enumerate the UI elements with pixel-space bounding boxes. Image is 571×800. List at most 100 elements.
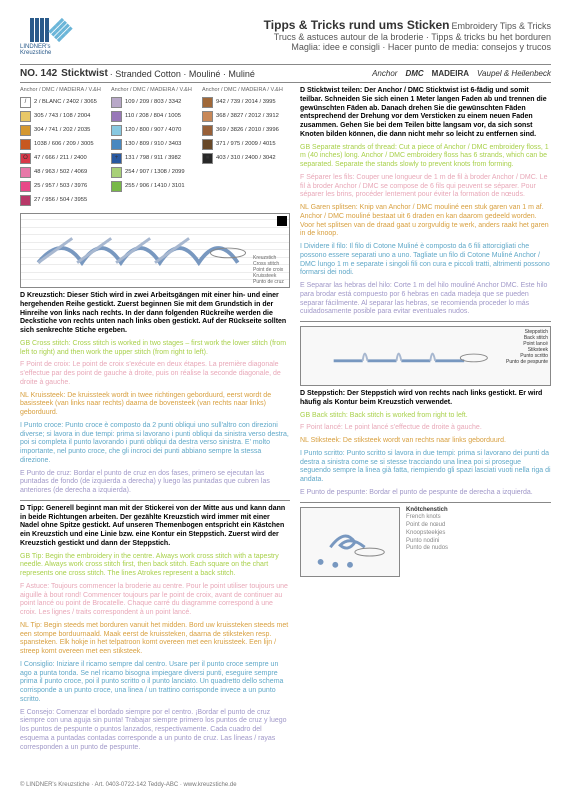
brand-vh: Vaupel & Heilenbeck (477, 69, 551, 78)
color-code: 403 / 310 / 2400 / 3042 (216, 155, 276, 161)
logo-text: LINDNER's Kreuzstiche (20, 44, 80, 56)
color-code: 254 / 907 / 1308 / 2099 (125, 169, 185, 175)
color-swatch (20, 181, 31, 192)
kreuzstich-nl: NL Kruissteek: De kruissteek wordt in tw… (20, 392, 290, 418)
brand-dmc: DMC (405, 69, 423, 78)
kreuzstich-gb: GB Cross stitch: Cross stitch is worked … (20, 340, 290, 358)
color-code: 120 / 800 / 907 / 4070 (125, 127, 181, 133)
cross-stitch-caption: Kreuzstich Cross stitch Point de croix K… (253, 255, 291, 285)
header: LINDNER's Kreuzstiche Tipps & Tricks run… (20, 18, 551, 56)
color-header: Anchor / DMC / MADEIRA / V.&H (111, 87, 199, 93)
kreuzstich-d: D Kreuzstich: Dieser Stich wird in zwei … (20, 292, 290, 336)
color-code: 368 / 3827 / 2012 / 3912 (216, 113, 279, 119)
pattern-name-translations: · Stranded Cotton · Mouliné · Muliné (110, 69, 255, 79)
subtitle-1: Trucs & astuces autour de la broderie · … (80, 32, 551, 42)
color-code: 48 / 963 / 502 / 4069 (34, 169, 87, 175)
color-row: 304 / 741 / 202 / 2035 (20, 123, 108, 137)
color-code: 1038 / 606 / 209 / 3005 (34, 141, 94, 147)
footer: © LINDNER's Kreuzstiche · Art. 0403-0722… (20, 782, 237, 788)
color-code: 110 / 208 / 804 / 1005 (125, 113, 181, 119)
color-row: 110 / 208 / 804 / 1005 (111, 109, 199, 123)
tipp-e: E Consejo: Comenzar el bordado siempre p… (20, 709, 290, 753)
color-row: 25 / 957 / 503 / 3976 (20, 179, 108, 193)
subtitle-2: Maglia: idee e consigli · Hacer punto de… (80, 42, 551, 52)
steppstich-d: D Steppstich: Der Steppstich wird von re… (300, 390, 551, 408)
color-swatch (202, 139, 213, 150)
color-row: O47 / 666 / 211 / 2400 (20, 151, 108, 165)
steppstich-gb: GB Back stitch: Back stitch is worked fr… (300, 412, 551, 421)
color-code: 25 / 957 / 503 / 3976 (34, 183, 87, 189)
color-swatch (111, 111, 122, 122)
color-row: 130 / 809 / 910 / 3403 (111, 137, 199, 151)
knot-labels: French knots Point de nœud Knoopsteekjes… (406, 514, 448, 553)
color-swatch (20, 139, 31, 150)
steppstich-i: I Punto scritto: Punto scritto si lavora… (300, 450, 551, 485)
kreuzstich-i: I Punto croce: Punto croce è composto da… (20, 422, 290, 466)
color-code: 109 / 209 / 803 / 3342 (125, 99, 181, 105)
color-row: /2 / BLANC / 2402 / 3065 (20, 95, 108, 109)
color-swatch (111, 97, 122, 108)
color-row: 254 / 907 / 1308 / 2099 (111, 165, 199, 179)
color-row: 120 / 800 / 907 / 4070 (111, 123, 199, 137)
title-main2: Embroidery Tips & Tricks (451, 21, 551, 31)
color-swatch: O (20, 153, 31, 164)
tipp-gb: GB Tip: Begin the embroidery in the cent… (20, 553, 290, 579)
color-swatch (20, 195, 31, 206)
pattern-name: Sticktwist (61, 68, 108, 79)
color-swatch (202, 125, 213, 136)
tipp-nl: NL Tip: Begin steeds met borduren vanuit… (20, 622, 290, 657)
steppstich-e: E Punto de pespunte: Bordar el punto de … (300, 489, 551, 498)
color-code: 130 / 809 / 910 / 3403 (125, 141, 181, 147)
color-row: 27 / 956 / 504 / 3955 (20, 193, 108, 207)
number-line: NO. 142 Sticktwist · Stranded Cotton · M… (20, 64, 551, 83)
color-row: 1038 / 606 / 209 / 3005 (20, 137, 108, 151)
color-row: 371 / 975 / 2009 / 4015 (202, 137, 290, 151)
color-swatch: ■ (202, 153, 213, 164)
color-row: 48 / 963 / 502 / 4069 (20, 165, 108, 179)
color-swatch (202, 111, 213, 122)
color-row: 305 / 743 / 108 / 2004 (20, 109, 108, 123)
tipp-i: I Consiglio: Iniziare il ricamo sempre d… (20, 661, 290, 705)
color-table: Anchor / DMC / MADEIRA / V.&H/2 / BLANC … (20, 87, 290, 207)
pattern-number: NO. 142 (20, 68, 57, 79)
sticktwist-gb: GB Separate strands of thread: Cut a pie… (300, 144, 551, 170)
knot-diagram (300, 507, 400, 577)
color-swatch: + (111, 153, 122, 164)
sticktwist-i: I Dividere il filo: Il filo di Cotone Mu… (300, 243, 551, 278)
color-swatch: / (20, 97, 31, 108)
kreuzstich-e: E Punto de cruz: Bordar el punto de cruz… (20, 470, 290, 496)
back-stitch-diagram: Steppstich Back stitch Point lancé Stiks… (300, 326, 551, 386)
color-swatch (20, 167, 31, 178)
sticktwist-f: F Séparer les fils: Couper une longueur … (300, 174, 551, 200)
color-code: 942 / 739 / 2014 / 3995 (216, 99, 276, 105)
cross-stitch-diagram: Kreuzstich Cross stitch Point de croix K… (20, 213, 290, 288)
sticktwist-e: E Separar las hebras del hilo: Corte 1 m… (300, 282, 551, 317)
brand-logos: Anchor DMC MADEIRA Vaupel & Heilenbeck (372, 69, 551, 78)
color-row: 368 / 3827 / 2012 / 3912 (202, 109, 290, 123)
color-row: ■403 / 310 / 2400 / 3042 (202, 151, 290, 165)
back-stitch-caption: Steppstich Back stitch Point lancé Stiks… (506, 329, 548, 365)
color-code: 27 / 956 / 504 / 3955 (34, 197, 87, 203)
color-swatch (20, 111, 31, 122)
color-code: 369 / 3826 / 2010 / 3996 (216, 127, 279, 133)
color-row: 942 / 739 / 2014 / 3995 (202, 95, 290, 109)
color-row: 369 / 3826 / 2010 / 3996 (202, 123, 290, 137)
steppstich-nl: NL Stiksteek: De stiksteek wordt van rec… (300, 437, 551, 446)
color-code: 47 / 666 / 211 / 2400 (34, 155, 87, 161)
color-swatch (111, 167, 122, 178)
color-code: 131 / 798 / 911 / 3982 (125, 155, 181, 161)
color-code: 304 / 741 / 202 / 2035 (34, 127, 90, 133)
sticktwist-nl: NL Garen splitsen: Knip van Anchor / DMC… (300, 204, 551, 239)
steppstich-f: F Point lancé: Le point lancé s'effectue… (300, 424, 551, 433)
brand-madeira: MADEIRA (432, 69, 469, 78)
logo: LINDNER's Kreuzstiche (20, 18, 80, 56)
tipp-f: F Astuce: Toujours commencer la broderie… (20, 583, 290, 618)
color-code: 2 / BLANC / 2402 / 3065 (34, 99, 97, 105)
color-header: Anchor / DMC / MADEIRA / V.&H (20, 87, 108, 93)
kreuzstich-f: F Point de croix: Le point de croix s'ex… (20, 361, 290, 387)
knot-title: Knötchenstich (406, 507, 448, 515)
color-row: +131 / 798 / 911 / 3982 (111, 151, 199, 165)
title-main: Tipps & Tricks rund ums Sticken (264, 18, 450, 32)
color-swatch (111, 181, 122, 192)
color-code: 305 / 743 / 108 / 2004 (34, 113, 90, 119)
